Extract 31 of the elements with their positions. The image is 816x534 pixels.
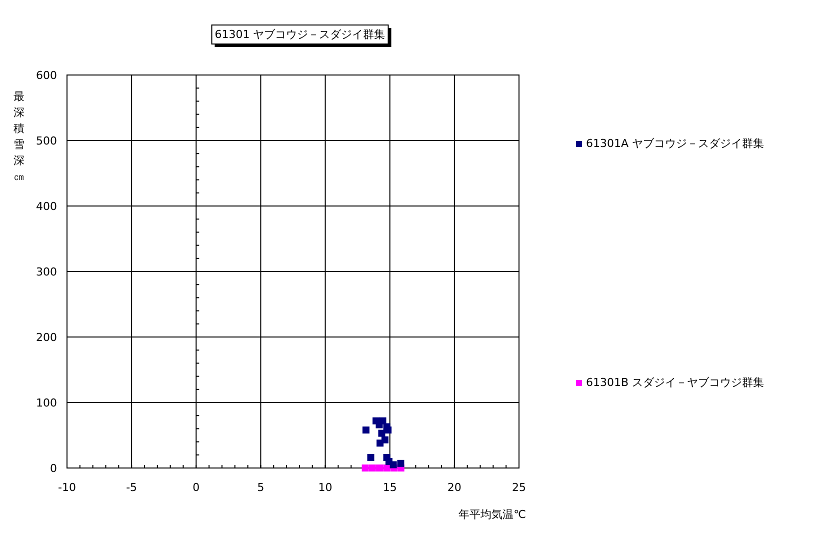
legend-label: 61301A ヤブコウジ－スダジイ群集: [586, 137, 764, 150]
x-axis-title: 年平均気温℃: [458, 508, 526, 521]
point: [362, 464, 369, 472]
chart-title: 61301 ヤブコウジ－スダジイ群集: [214, 28, 386, 41]
x-tick-label: -10: [58, 481, 76, 494]
point: [383, 464, 390, 472]
point: [378, 430, 386, 437]
legend-label: 61301B スダジイ－ヤブコウジ群集: [586, 376, 764, 389]
point: [367, 454, 374, 462]
y-tick-label: 300: [36, 266, 57, 278]
y-tick-label: 500: [36, 134, 57, 148]
x-tick-label: 15: [382, 481, 397, 494]
y-tick-label: 0: [50, 462, 57, 475]
y-tick-label: 100: [36, 396, 57, 410]
point: [376, 464, 384, 472]
point: [384, 426, 392, 434]
point: [362, 426, 370, 434]
y-tick-label: 400: [36, 200, 57, 213]
y-tick-label: 600: [36, 69, 57, 82]
x-tick-label: -5: [126, 481, 138, 494]
x-tick-label: 25: [512, 481, 526, 494]
point: [397, 460, 404, 467]
point: [368, 464, 376, 472]
point: [390, 461, 397, 468]
y-axis-title: 最深積雪深㎝: [14, 90, 24, 183]
y-tick-label: 200: [36, 331, 57, 344]
x-tick-label: 5: [257, 481, 264, 494]
x-tick-label: 0: [192, 481, 200, 494]
point: [376, 440, 384, 447]
x-tick-label: 20: [447, 481, 462, 494]
x-tick-label: 10: [318, 481, 332, 494]
